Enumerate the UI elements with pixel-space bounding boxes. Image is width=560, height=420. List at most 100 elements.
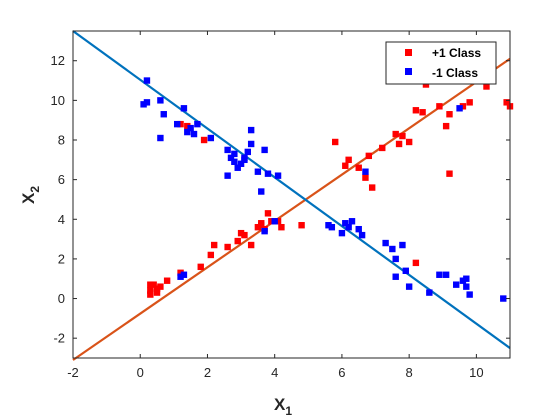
plus-one-point (147, 281, 154, 288)
plus-one-point (224, 243, 231, 251)
plot-area-background (73, 31, 510, 358)
minus-one-point (247, 140, 255, 148)
minus-one-point (399, 241, 406, 249)
legend: +1 Class -1 Class (385, 41, 497, 85)
plus-one-point (298, 222, 305, 229)
plus-one-point (365, 152, 373, 160)
plus-one-point (379, 144, 386, 152)
plot-area-frame (72, 30, 511, 359)
plus-one-point (200, 136, 208, 144)
plus-one-point (446, 111, 453, 118)
y-tick-label: 2 (58, 251, 65, 266)
plus-one-point (264, 210, 272, 217)
minus-one-point (184, 128, 191, 136)
minus-one-point (180, 105, 188, 112)
plus-one-point (247, 241, 255, 249)
plus-one-point (442, 122, 450, 130)
legend-marker-plus-one (405, 49, 412, 56)
minus-one-point (157, 97, 164, 104)
minus-one-point (207, 134, 215, 142)
minus-one-point (436, 271, 443, 278)
minus-one-point (157, 134, 164, 142)
minus-one-point (180, 271, 188, 278)
minus-one-point (426, 289, 433, 296)
plus-one-point (254, 224, 262, 231)
x-tick-label: 6 (338, 365, 345, 380)
minus-one-point (264, 170, 272, 177)
plus-one-point (466, 99, 473, 106)
plus-one-point (147, 291, 154, 298)
plus-one-point (483, 83, 490, 90)
minus-one-point (190, 130, 198, 138)
plus-one-point (459, 103, 467, 110)
plus-one-point (153, 285, 161, 292)
legend-label-minus-one: -1 Class (432, 66, 478, 80)
y-tick-label: 6 (58, 172, 65, 187)
minus-one-point (258, 188, 265, 195)
minus-one-point (244, 148, 251, 156)
plus-one-point (368, 184, 376, 191)
plus-one-point (395, 140, 403, 148)
minus-one-point (261, 146, 268, 154)
plus-one-point (177, 269, 184, 276)
minus-one-point (500, 295, 507, 302)
plus-one-point (163, 277, 171, 284)
x-axis-title: X1 (274, 395, 292, 418)
minus-one-point (382, 239, 389, 247)
x-tick-label: 10 (469, 365, 483, 380)
minus-one-point (328, 224, 336, 231)
plus-one-point (422, 81, 430, 88)
plus-one-point (345, 156, 352, 164)
plus-one-point (197, 263, 204, 271)
x-tick-label: 4 (271, 365, 278, 380)
x-tick-label: -2 (67, 365, 79, 380)
minus-one-point (389, 245, 396, 253)
minus-one-point (405, 283, 413, 290)
plus-one-point (210, 241, 218, 249)
minus-one-point (348, 218, 356, 225)
plus-one-point (258, 222, 265, 229)
minus-one-point (271, 218, 278, 225)
minus-one-point (325, 222, 332, 229)
minus-one-point (261, 227, 268, 235)
minus-one-point (392, 255, 399, 263)
plus-one-point (274, 218, 282, 225)
plus-one-point (362, 174, 369, 181)
plus-one-point (241, 231, 248, 239)
plus-one-point (157, 283, 164, 290)
plus-one-point (184, 122, 191, 130)
plus-one-point (436, 103, 443, 110)
plus-one-point (355, 164, 362, 171)
plus-one-point (268, 218, 275, 225)
plus-one-point (419, 109, 426, 116)
minus-one-point (345, 224, 352, 231)
minus-one-point (342, 220, 349, 227)
plus-one-point (412, 107, 420, 114)
plus-one-point (177, 120, 184, 128)
minus-one-point (143, 99, 151, 106)
minus-one-point (463, 275, 470, 282)
plus-one-point (150, 281, 157, 288)
minus-one-point (355, 225, 362, 233)
y-tick-label: 8 (58, 133, 65, 148)
minus-one-point (442, 271, 450, 278)
legend-marker-minus-one (405, 68, 412, 75)
minus-one-point (174, 120, 181, 128)
minus-one-point (231, 150, 238, 158)
axis-ticks: -2 0 2 4 6 8 10 -2 0 2 4 6 8 10 12 (51, 31, 510, 380)
minus-one-point (358, 231, 366, 239)
minus-one-point (187, 124, 194, 132)
minus-one-point (459, 277, 467, 284)
legend-label-plus-one: +1 Class (432, 46, 481, 60)
data-points (140, 77, 514, 302)
plus-one-point (503, 99, 510, 106)
plus-one-point (399, 132, 406, 140)
minus-one-point (234, 164, 241, 171)
x-tick-label: 0 (137, 365, 144, 380)
minus-one-point (224, 172, 231, 179)
minus-one-point (227, 154, 235, 162)
plus-one-point (278, 224, 285, 231)
plus-one-point (332, 138, 339, 146)
minus-one-point (456, 105, 463, 112)
